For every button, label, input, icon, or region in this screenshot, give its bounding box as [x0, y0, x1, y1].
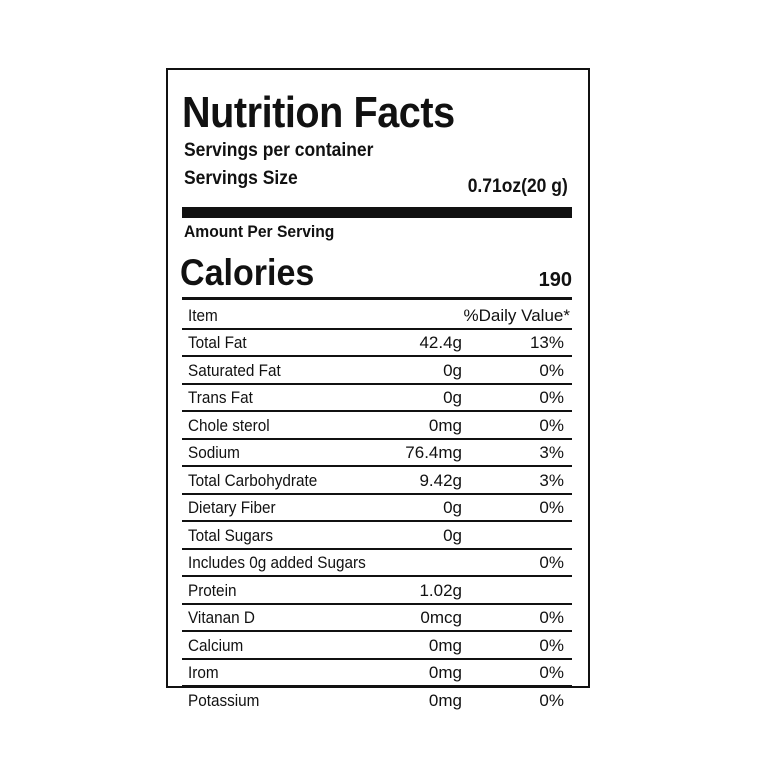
nutrient-amount: 0g [443, 498, 462, 517]
thick-divider [182, 207, 572, 218]
table-row: Includes 0g added Sugars 0% [182, 550, 572, 577]
table-row: Total Sugars 0g [182, 522, 572, 550]
calories-value: 190 [538, 269, 572, 291]
nutrient-amount: 0mcg [420, 608, 462, 627]
nutrient-amount: 0mg [428, 635, 462, 655]
nutrient-amount: 76.4mg [405, 443, 462, 462]
nutrient-daily-value: 0% [539, 415, 564, 435]
nutrient-name: Sodium [188, 443, 240, 462]
table-row: Potassium 0mg 0% [182, 687, 572, 713]
medium-divider [182, 297, 572, 300]
nutrient-daily-value: 13% [529, 333, 564, 352]
nutrient-amount: 0mg [428, 663, 462, 682]
table-row: Irom 0mg 0% [182, 660, 572, 687]
nutrient-name: Total Sugars [188, 525, 274, 545]
table-row: Vitanan D 0mcg 0% [182, 605, 572, 632]
calories-label: Calories [180, 252, 315, 293]
table-row: Saturated Fat 0g 0% [182, 357, 572, 385]
amount-per-serving: Amount Per Serving [184, 222, 335, 241]
nutrient-daily-value: 0% [539, 608, 564, 627]
nutrient-amount: 42.4g [419, 333, 462, 352]
nutrient-daily-value: 0% [539, 635, 564, 655]
nutrient-name: Total Fat [188, 333, 247, 352]
nutrient-amount: 0mg [428, 690, 462, 710]
nutrient-name: Calcium [188, 635, 244, 655]
nutrient-amount: 9.42g [419, 470, 462, 490]
nutrient-name: Irom [188, 663, 219, 682]
nutrient-daily-value: 3% [539, 443, 564, 462]
nutrient-daily-value: 0% [539, 388, 564, 407]
nutrient-name: Saturated Fat [188, 360, 281, 380]
serving-size-value: 0.71oz(20 g) [467, 176, 568, 197]
servings-per-container: Servings per container [184, 140, 374, 161]
table-header: Item %Daily Value* [182, 302, 572, 330]
table-row: Chole sterol 0mg 0% [182, 412, 572, 440]
nutrient-daily-value: 0% [539, 663, 564, 682]
nutrient-amount: 0g [443, 388, 462, 407]
nutrient-name: Protein [188, 580, 237, 600]
table-row: Dietary Fiber 0g 0% [182, 495, 572, 522]
nutrient-amount: 0g [443, 360, 462, 380]
nutrient-daily-value: 0% [539, 690, 564, 710]
nutrient-amount: 0mg [428, 415, 462, 435]
nutrient-name: Potassium [188, 690, 260, 710]
nutrient-daily-value: 0% [539, 553, 564, 572]
nutrient-name: Includes 0g added Sugars [188, 553, 366, 572]
nutrient-name: Vitanan D [188, 608, 255, 627]
nutrient-daily-value: 3% [539, 470, 564, 490]
table-row: Protein 1.02g [182, 577, 572, 605]
nutrient-name: Trans Fat [188, 388, 253, 407]
nutrient-daily-value: 0% [539, 360, 564, 380]
nutrient-amount: 1.02g [419, 580, 462, 600]
header-item: Item [188, 305, 218, 325]
table-row: Sodium 76.4mg 3% [182, 440, 572, 467]
nutrient-table: Item %Daily Value* Total Fat 42.4g 13% Satu… [182, 302, 572, 713]
table-row: Total Fat 42.4g 13% [182, 330, 572, 357]
nutrition-label: Nutrition Facts Servings per container S… [166, 68, 590, 710]
nutrient-amount: 0g [443, 525, 462, 545]
table-row: Trans Fat 0g 0% [182, 385, 572, 412]
nutrient-name: Chole sterol [188, 415, 270, 435]
header-daily-value: %Daily Value* [463, 305, 570, 325]
serving-size-label: Servings Size [184, 168, 298, 189]
nutrient-daily-value: 0% [539, 498, 564, 517]
table-row: Total Carbohydrate 9.42g 3% [182, 467, 572, 495]
nutrient-name: Total Carbohydrate [188, 470, 318, 490]
label-title: Nutrition Facts [182, 88, 455, 137]
nutrient-name: Dietary Fiber [188, 498, 276, 517]
table-row: Calcium 0mg 0% [182, 632, 572, 660]
